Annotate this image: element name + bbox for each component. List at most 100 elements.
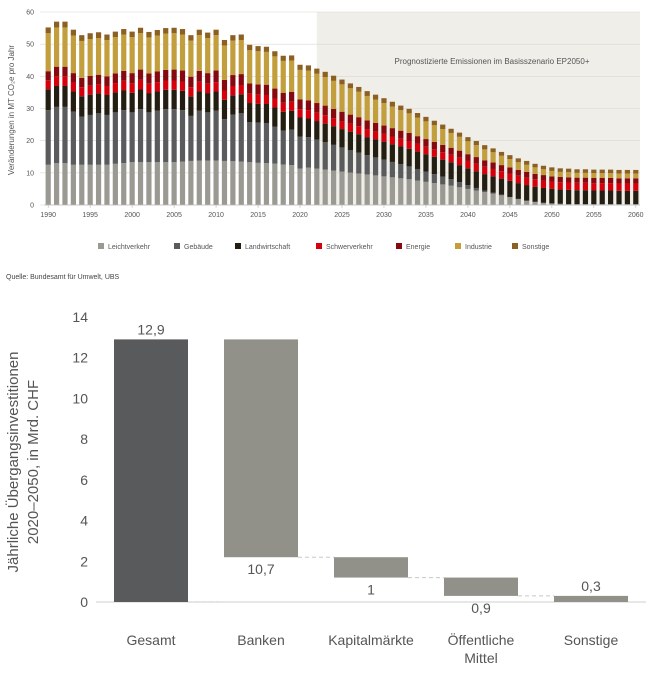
bar-segment [146, 73, 152, 84]
legend-label: Gebäude [184, 244, 213, 251]
bar-segment [247, 162, 253, 205]
bar-segment [322, 76, 328, 106]
bar-segment [524, 171, 530, 178]
bar-segment [171, 69, 177, 81]
bar-segment [372, 139, 379, 158]
bar-segment [339, 171, 345, 205]
bar-segment [87, 39, 93, 77]
bar-segment [188, 115, 194, 161]
bar-segment [314, 103, 320, 113]
y-tick-label: 4 [80, 513, 88, 529]
bar-segment [297, 99, 303, 110]
bar-segment [347, 131, 353, 150]
bar-segment [121, 90, 127, 111]
bar-segment [574, 190, 580, 205]
bar-segment [490, 168, 496, 177]
bar-segment [414, 113, 421, 118]
bar-segment [305, 110, 312, 119]
bar-segment [112, 31, 118, 38]
bar-segment [305, 118, 312, 138]
bar-segment [171, 109, 177, 163]
legend-swatch [316, 243, 322, 249]
bar-segment [389, 128, 395, 137]
y-tick-label: 12 [72, 350, 88, 366]
bar-segment [230, 40, 236, 76]
bar-segment [179, 161, 186, 205]
bar-segment [213, 82, 219, 92]
bar-segment [473, 163, 479, 172]
bar-segment [339, 129, 345, 148]
bar-segment [213, 70, 219, 83]
source-note: Quelle: Bundesamt für Umwelt, UBS [6, 274, 120, 281]
bar-segment [372, 122, 379, 132]
legend-item: Energie [396, 243, 430, 251]
bar-segment [154, 30, 160, 36]
bar-segment [574, 177, 580, 183]
bar-segment [305, 65, 312, 71]
bar-segment [79, 35, 85, 41]
bar-segment [381, 103, 387, 126]
bar-segment [163, 33, 169, 70]
bar-segment [331, 80, 337, 109]
bar-segment [297, 109, 303, 118]
bar-segment [498, 155, 505, 166]
bar-segment [423, 146, 429, 155]
bar-segment [339, 111, 345, 122]
bar-segment [381, 133, 387, 142]
bar-segment [70, 111, 76, 165]
bar-segment [414, 151, 421, 169]
bar-segment [389, 136, 395, 145]
bar-segment [188, 40, 194, 77]
legend-item: Schwerverkehr [316, 243, 373, 251]
category-label: Sonstige [564, 632, 619, 648]
y-tick-label: 50 [26, 42, 34, 49]
bar-segment [95, 84, 102, 94]
bar-segment [146, 93, 152, 113]
bar-segment [372, 157, 379, 176]
bar-segment [356, 117, 362, 127]
bar-segment [473, 145, 479, 158]
bar-segment [465, 160, 471, 169]
bar-segment [238, 34, 244, 40]
bar-segment [238, 113, 244, 162]
bar-segment [255, 94, 261, 104]
bar-segment [263, 103, 270, 123]
bar-segment [599, 190, 605, 205]
bar-segment [515, 169, 521, 176]
bar-segment [616, 173, 622, 179]
bar-segment [398, 164, 404, 179]
bar-segment [524, 185, 530, 201]
bar-segment [633, 178, 639, 184]
bar-segment [112, 37, 118, 74]
bar-segment [633, 183, 639, 191]
y-tick-label: 10 [72, 390, 88, 406]
bar-segment [121, 110, 127, 164]
bar-segment [205, 93, 211, 113]
bar-segment [129, 92, 135, 113]
y-tick-label: 6 [80, 472, 88, 488]
bar-segment [524, 164, 530, 172]
bar-segment [112, 163, 118, 205]
bar-segment [364, 120, 370, 130]
bar-segment [515, 175, 521, 184]
bar-segment [171, 162, 177, 205]
bar-segment [322, 105, 328, 116]
bar-segment [104, 34, 110, 40]
bar-segment [549, 203, 555, 205]
data-label: 12,9 [137, 321, 164, 337]
bar-segment [507, 173, 513, 181]
bar-segment [566, 172, 572, 178]
bar-segment [112, 112, 118, 164]
bar-segment [406, 140, 412, 149]
bar-segment [322, 71, 328, 77]
x-tick-label: 2005 [166, 212, 182, 219]
bar-segment [582, 182, 589, 191]
bar-segment [305, 137, 312, 168]
bar-segment [87, 85, 93, 95]
bar-segment [557, 168, 563, 172]
bar-segment [87, 114, 93, 165]
bar-segment [289, 91, 295, 102]
category-label: Öffentliche [448, 631, 515, 648]
x-tick-label: 2045 [502, 212, 518, 219]
